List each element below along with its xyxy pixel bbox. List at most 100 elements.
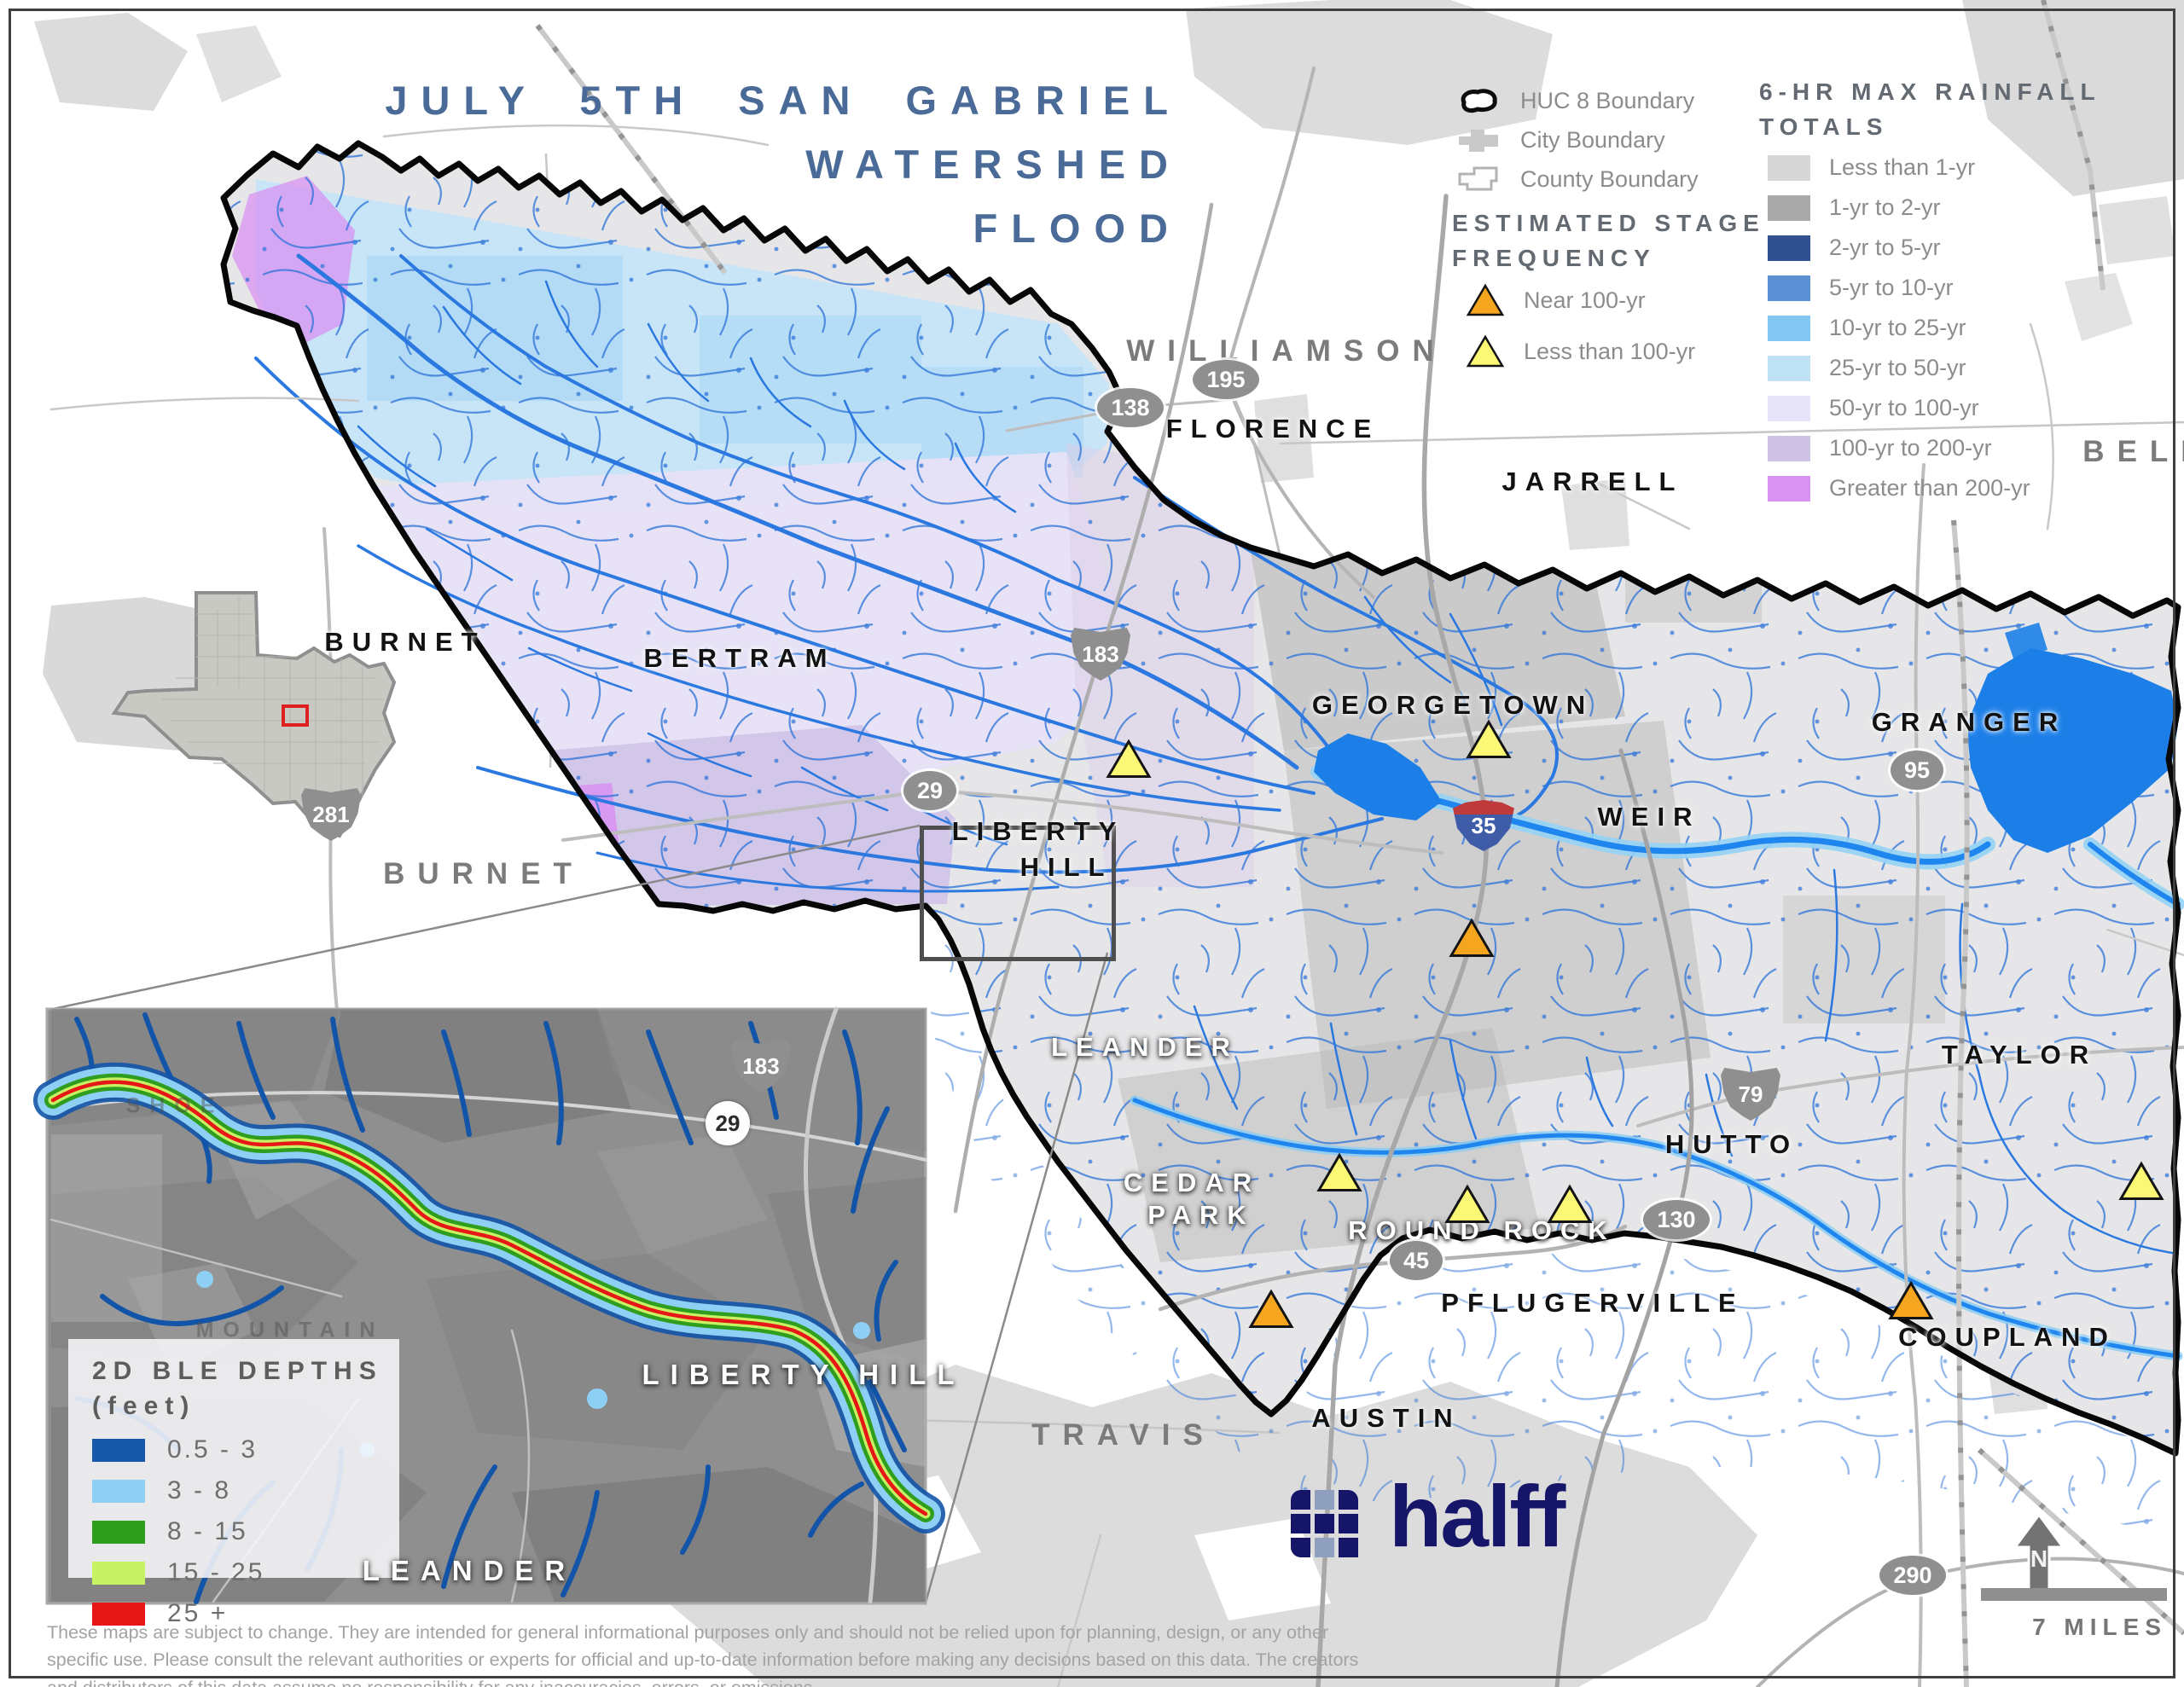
marker-less-100yr	[2118, 1161, 2164, 1200]
ble-legend-title: 2D BLE DEPTHS	[92, 1357, 383, 1385]
rainfall-row: Less than 1-yr	[1768, 154, 1975, 181]
stage-frequency-heading: ESTIMATED STAGE FREQUENCY	[1452, 210, 1765, 271]
rainfall-swatch	[1768, 235, 1810, 261]
city-label-cedar: CEDAR	[1123, 1168, 1261, 1197]
rainfall-row: 10-yr to 25-yr	[1768, 315, 1966, 341]
ble-row: 25 +	[92, 1599, 399, 1628]
rainfall-swatch	[1768, 275, 1810, 301]
county-boundary-icon	[1458, 166, 1498, 191]
inset-shield-29: 29	[706, 1101, 750, 1145]
city-label-coupland: COUPLAND	[1898, 1322, 2117, 1352]
marker-near-100yr	[1248, 1289, 1294, 1328]
scale-bar-label: 7 MILES	[2032, 1614, 2167, 1640]
legend-county-label: County Boundary	[1520, 165, 1699, 192]
inset-extent-rectangle	[920, 826, 1116, 961]
ble-row: 0.5 - 3	[92, 1435, 399, 1464]
legend-county: County Boundary	[1457, 164, 1699, 194]
page-title: JULY 5TH SAN GABRIEL WATERSHED FLOOD	[128, 68, 1182, 261]
marker-near-100yr	[1888, 1280, 1934, 1319]
rainfall-heading: 6-HR MAX RAINFALL TOTALS	[1759, 78, 2101, 140]
city-boundary-icon	[1459, 130, 1498, 152]
marker-less-100yr	[1444, 1184, 1490, 1223]
less-100-triangle-icon	[1466, 334, 1505, 368]
halff-logo-text: halff	[1389, 1468, 1565, 1565]
ble-swatch	[92, 1438, 145, 1462]
highway-shield-195: 195	[1193, 360, 1259, 399]
legend-city-label: City Boundary	[1520, 126, 1665, 153]
marker-less-100yr	[1466, 719, 1512, 758]
inset-label-leander: LEANDER	[362, 1555, 577, 1586]
disclaimer-text: These maps are subject to change. They a…	[47, 1622, 1359, 1687]
legend-city: City Boundary	[1457, 125, 1665, 155]
highway-shield-290: 290	[1879, 1556, 1946, 1595]
city-label-georgetown: GEORGETOWN	[1311, 690, 1594, 720]
county-label-travis: TRAVIS	[1031, 1418, 1216, 1452]
marker-near-100yr	[1449, 918, 1495, 957]
city-label-granger: GRANGER	[1871, 707, 2067, 737]
texas-inset-highlight	[282, 704, 309, 727]
rainfall-swatch	[1768, 475, 1810, 501]
rainfall-row: 2-yr to 5-yr	[1768, 235, 1941, 261]
north-arrow-label: N	[2030, 1545, 2048, 1572]
ble-row: 3 - 8	[92, 1476, 399, 1505]
highway-shield-95: 95	[1891, 751, 1943, 790]
ble-swatch	[92, 1479, 145, 1503]
highway-shield-138: 138	[1097, 388, 1164, 427]
inset-faint-label-shoe: SHOE	[125, 1093, 224, 1118]
rainfall-row: 50-yr to 100-yr	[1768, 395, 1979, 421]
legend-less-100: Less than 100-yr	[1466, 334, 1695, 368]
inset-map	[33, 1006, 945, 1605]
county-label-bell: BELL	[2082, 435, 2184, 468]
rainfall-swatch	[1768, 315, 1810, 341]
streams-west	[254, 253, 1559, 893]
city-label-liberty: LIBERTY	[951, 816, 1125, 846]
city-label-taylor: TAYLOR	[1941, 1040, 2098, 1070]
rainfall-row: Greater than 200-yr	[1768, 475, 2030, 501]
rainfall-row: 25-yr to 50-yr	[1768, 355, 1966, 381]
city-label-austin: AUSTIN	[1311, 1403, 1461, 1433]
ble-swatch	[92, 1561, 145, 1585]
rainfall-swatch	[1768, 194, 1810, 221]
marker-less-100yr	[1106, 739, 1152, 778]
title-line1: JULY 5TH SAN GABRIEL WATERSHED	[385, 78, 1182, 188]
huc8-boundary-icon	[1461, 89, 1497, 113]
scale-bar	[1981, 1588, 2167, 1601]
ble-legend-subtitle: (feet)	[92, 1391, 196, 1420]
lakes	[1314, 623, 2178, 853]
railroads	[535, 0, 2184, 1687]
ble-row: 15 - 25	[92, 1558, 399, 1587]
marker-less-100yr	[1547, 1184, 1593, 1223]
city-label-leander: LEANDER	[1051, 1032, 1239, 1062]
rainfall-swatch	[1768, 355, 1810, 381]
inset-label-liberty-hill: LIBERTY HILL	[642, 1359, 966, 1390]
title-line2: FLOOD	[973, 206, 1182, 252]
city-label-bertram: BERTRAM	[643, 643, 836, 673]
highway-shield-29: 29	[903, 771, 956, 810]
marker-less-100yr	[1316, 1152, 1362, 1191]
legend-huc8-label: HUC 8 Boundary	[1520, 87, 1695, 113]
city-label-park: PARK	[1147, 1200, 1255, 1230]
ble-swatch	[92, 1520, 145, 1544]
highway-shield-45: 45	[1390, 1241, 1443, 1280]
ble-depths-legend: 2D BLE DEPTHS (feet) 0.5 - 3 3 - 8 8 - 1…	[68, 1339, 399, 1627]
rainfall-swatch	[1768, 435, 1810, 461]
rainfall-row: 100-yr to 200-yr	[1768, 435, 1992, 461]
county-label-williamson: WILLIAMSON	[1126, 334, 1447, 368]
city-label-hill: HILL	[1019, 852, 1113, 882]
ble-row: 8 - 15	[92, 1517, 399, 1546]
texas-locator-inset	[111, 591, 397, 838]
halff-logo-grid-icon	[1291, 1489, 1358, 1557]
city-label-pflugerville: PFLUGERVILLE	[1441, 1288, 1745, 1318]
legend-near-100: Near 100-yr	[1466, 283, 1646, 317]
rainfall-row: 1-yr to 2-yr	[1768, 194, 1941, 221]
rainfall-row: 5-yr to 10-yr	[1768, 275, 1954, 301]
inset-faint-label-mountain: MOUNTAIN	[195, 1318, 385, 1342]
flood-texture-south	[921, 938, 2178, 1535]
huc8-boundary	[220, 140, 2181, 1457]
city-label-hutto: HUTTO	[1664, 1129, 1799, 1159]
legend-huc8: HUC 8 Boundary	[1457, 85, 1694, 116]
city-label-jarrell: JARRELL	[1502, 467, 1684, 496]
city-label-florence: FLORENCE	[1165, 414, 1380, 443]
